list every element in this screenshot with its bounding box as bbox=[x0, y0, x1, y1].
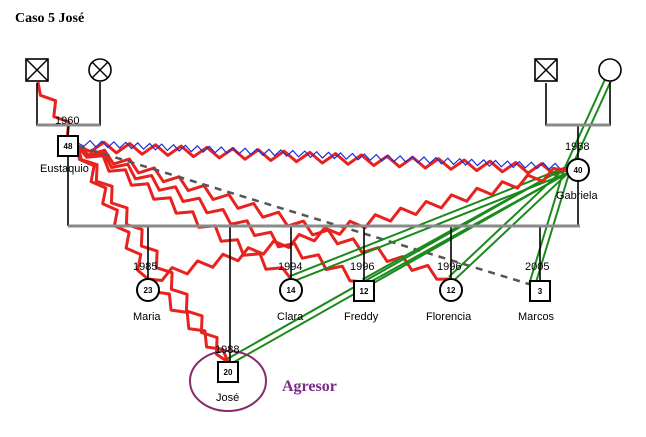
clara-year: 1994 bbox=[278, 261, 302, 273]
maria-age: 23 bbox=[144, 286, 153, 295]
maria-year: 1985 bbox=[133, 261, 157, 273]
relation-gabriela-freddy-close bbox=[362, 166, 569, 286]
relation-eustaquio-florencia-conflict bbox=[77, 144, 452, 281]
marcos-name: Marcos bbox=[518, 311, 555, 323]
paternal-grandfather-symbol bbox=[25, 58, 49, 82]
relation-maria-jose-conflict bbox=[146, 278, 230, 363]
person-gabriela: 1968 40 Gabriela bbox=[556, 141, 598, 202]
clara-age: 14 bbox=[287, 286, 296, 295]
gabriela-year: 1968 bbox=[565, 141, 589, 153]
marcos-year: 2005 bbox=[525, 261, 549, 273]
jose-name: José bbox=[216, 392, 239, 404]
person-jose: 1988 20 José bbox=[215, 344, 239, 404]
maternal-grandmother-symbol bbox=[598, 58, 622, 82]
jose-year: 1988 bbox=[215, 344, 239, 356]
relation-eustaquio-gabriela-fused bbox=[77, 139, 568, 171]
jose-age: 20 bbox=[224, 368, 233, 377]
freddy-year: 1996 bbox=[350, 261, 374, 273]
relation-eustaquio-maria-conflict bbox=[76, 145, 149, 281]
person-maria: 1985 23 Maria bbox=[133, 261, 161, 323]
agresor-label: Agresor bbox=[282, 378, 337, 395]
gabriela-age: 40 bbox=[574, 166, 583, 175]
maria-name: Maria bbox=[133, 311, 161, 323]
maternal-grandfather-symbol bbox=[534, 58, 558, 82]
florencia-name: Florencia bbox=[426, 311, 472, 323]
person-eustaquio: 1960 48 Eustaquio bbox=[40, 115, 89, 175]
paternal-grandmother-symbol bbox=[88, 58, 112, 82]
eustaquio-year: 1960 bbox=[55, 115, 79, 127]
gabriela-name: Gabriela bbox=[556, 190, 598, 202]
person-florencia: 1996 12 Florencia bbox=[426, 261, 472, 323]
person-freddy: 1996 12 Freddy bbox=[344, 261, 379, 323]
person-marcos: 2005 3 Marcos bbox=[518, 261, 555, 323]
freddy-name: Freddy bbox=[344, 311, 379, 323]
eustaquio-name: Eustaquio bbox=[40, 163, 89, 175]
relation-eustaquio-freddy-conflict bbox=[76, 144, 365, 284]
marcos-age: 3 bbox=[538, 287, 543, 296]
florencia-age: 12 bbox=[447, 286, 456, 295]
relation-eustaquio-jose-conflict bbox=[76, 145, 229, 364]
diagram-title: Caso 5 José bbox=[15, 11, 84, 26]
freddy-age: 12 bbox=[360, 287, 369, 296]
family-structure-lines bbox=[36, 82, 611, 362]
relation-eustaquio-marcos-distant bbox=[77, 144, 533, 287]
relation-eustaquio-clara-conflict bbox=[76, 145, 293, 280]
florencia-year: 1996 bbox=[437, 261, 461, 273]
person-clara: 1994 14 Clara bbox=[277, 261, 304, 323]
clara-name: Clara bbox=[277, 311, 304, 323]
relation-eustaquio-gabriela-conflict bbox=[77, 140, 568, 176]
agresor-highlight-ellipse bbox=[189, 350, 267, 412]
eustaquio-age: 48 bbox=[64, 142, 73, 151]
